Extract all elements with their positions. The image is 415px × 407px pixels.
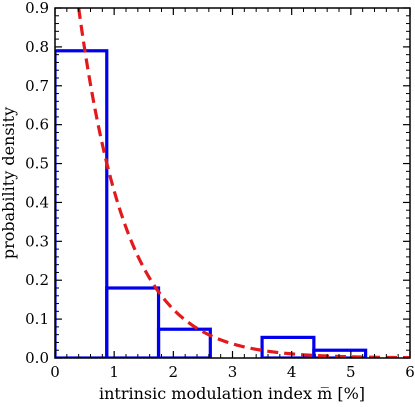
ticks-layer: 0 1 2 3 4 5 6 0.0 0.1 0.2 0.3 0.4 0.5 0.6 0.7 0.8 0.9	[25, 0, 415, 381]
y-axis-label: probability density	[0, 107, 18, 259]
y-tick-label: 0.8	[25, 38, 49, 56]
x-tick-label: 5	[346, 363, 356, 381]
histogram-bar	[55, 49, 109, 358]
histogram-bar	[105, 286, 161, 358]
marks-layer	[55, 8, 410, 358]
x-tick-label: 0	[50, 363, 60, 381]
y-tick-label: 0.6	[25, 116, 49, 134]
x-tick-label: 6	[405, 363, 415, 381]
x-tick-label: 4	[287, 363, 297, 381]
y-tick-label: 0.4	[25, 193, 49, 211]
histogram-bar	[156, 327, 212, 358]
histogram-bar	[312, 348, 368, 358]
y-tick-label: 0.2	[25, 271, 49, 289]
x-tick-label: 3	[228, 363, 238, 381]
y-tick-label: 0.9	[25, 0, 49, 17]
y-tick-label: 0.7	[25, 77, 49, 95]
y-tick-label: 0.3	[25, 232, 49, 250]
fit-curve-line	[77, 8, 410, 358]
y-tick-label: 0.0	[25, 349, 49, 367]
x-tick-label: 1	[109, 363, 119, 381]
y-tick-label: 0.1	[25, 310, 49, 328]
x-axis-label: intrinsic modulation index m̅ [%]	[99, 384, 365, 403]
x-tick-label: 2	[169, 363, 179, 381]
y-tick-label: 0.5	[25, 155, 49, 173]
